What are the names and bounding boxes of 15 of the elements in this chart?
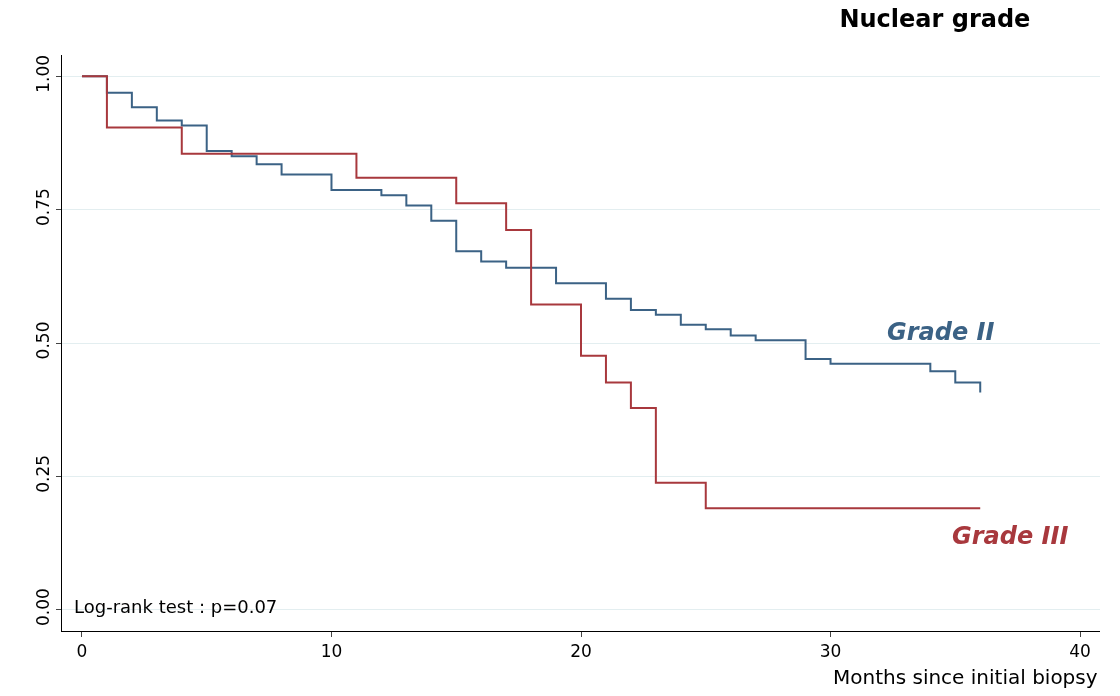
series-label: Grade III [952, 522, 1069, 550]
series-label: Grade II [887, 318, 995, 346]
chart-title: Nuclear grade [839, 5, 1031, 34]
x-tick-label: 30 [819, 641, 842, 662]
annotation: Log-rank test : p=0.07 [74, 596, 278, 617]
x-axis-title: Months since initial biopsy [833, 665, 1098, 689]
y-tick-label: 1.00 [33, 54, 54, 93]
x-tick-label: 20 [570, 641, 592, 662]
y-tick-label: 0.25 [33, 454, 54, 493]
y-tick-label: 0.50 [33, 321, 54, 360]
x-tick-label: 10 [320, 641, 343, 662]
y-tick-label: 0.00 [33, 588, 54, 627]
x-tick-label: 0 [76, 641, 88, 662]
y-tick-label: 0.75 [33, 188, 54, 227]
x-tick-label: 40 [1069, 641, 1091, 662]
